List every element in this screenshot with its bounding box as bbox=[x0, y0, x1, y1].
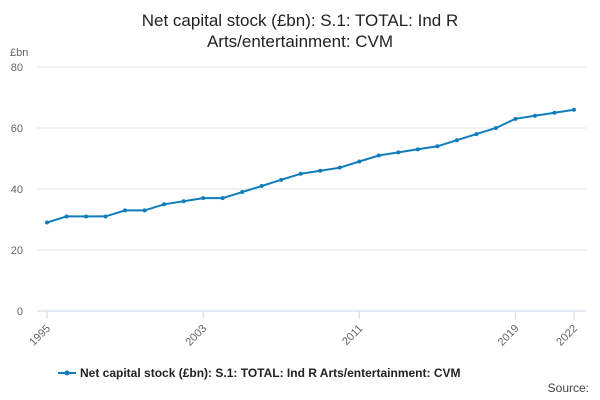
data-point[interactable] bbox=[572, 107, 576, 112]
data-point[interactable] bbox=[376, 153, 381, 158]
data-point[interactable] bbox=[435, 144, 440, 149]
legend-point-symbol bbox=[64, 370, 70, 376]
y-tick-label: 80 bbox=[11, 62, 23, 74]
series-line bbox=[46, 108, 575, 224]
data-point[interactable] bbox=[493, 126, 498, 130]
series-layer bbox=[45, 107, 576, 225]
data-point[interactable] bbox=[181, 199, 186, 204]
x-tick-label: 2003 bbox=[183, 323, 209, 349]
data-point[interactable] bbox=[279, 177, 284, 182]
data-point[interactable] bbox=[415, 147, 420, 152]
x-axis-ticks: 1995 2003 2011 2019 2022 bbox=[27, 311, 580, 348]
data-point[interactable] bbox=[259, 183, 264, 188]
data-point[interactable] bbox=[123, 208, 128, 213]
data-point[interactable] bbox=[474, 132, 479, 137]
gridlines bbox=[37, 66, 586, 251]
y-tick-label: 60 bbox=[11, 123, 23, 135]
data-point[interactable] bbox=[513, 116, 518, 121]
data-point[interactable] bbox=[532, 113, 537, 118]
source-label[interactable]: Source: bbox=[548, 381, 589, 395]
x-tick-label: 2011 bbox=[340, 323, 365, 348]
chart-title-line-2: Arts/entertainment: CVM bbox=[207, 32, 393, 51]
data-point[interactable] bbox=[64, 214, 69, 219]
data-point[interactable] bbox=[337, 165, 342, 170]
data-point[interactable] bbox=[357, 159, 362, 164]
data-point[interactable] bbox=[84, 214, 89, 219]
y-axis-ticks: 0 20 40 60 80 bbox=[11, 62, 23, 318]
data-point[interactable] bbox=[318, 168, 323, 173]
y-tick-label: 0 bbox=[17, 306, 23, 318]
data-point[interactable] bbox=[45, 220, 49, 225]
chart-title-line-1: Net capital stock (£bn): S.1: TOTAL: Ind… bbox=[142, 11, 459, 30]
y-tick-label: 40 bbox=[11, 184, 23, 196]
x-tick-label: 2022 bbox=[554, 323, 580, 349]
y-tick-label: 20 bbox=[11, 245, 23, 257]
x-tick-label: 1995 bbox=[27, 323, 53, 349]
data-point[interactable] bbox=[552, 110, 557, 115]
data-point[interactable] bbox=[103, 214, 108, 219]
x-tick-label: 2019 bbox=[496, 323, 522, 349]
legend[interactable]: Net capital stock (£bn): S.1: TOTAL: Ind… bbox=[58, 366, 460, 380]
data-point[interactable] bbox=[201, 196, 206, 201]
data-point[interactable] bbox=[162, 202, 167, 207]
legend-label: Net capital stock (£bn): S.1: TOTAL: Ind… bbox=[80, 366, 460, 380]
data-point[interactable] bbox=[454, 138, 459, 143]
data-point[interactable] bbox=[142, 208, 147, 213]
data-point[interactable] bbox=[220, 196, 225, 201]
data-point[interactable] bbox=[396, 150, 401, 155]
data-point[interactable] bbox=[240, 190, 245, 195]
y-axis-unit: £bn bbox=[10, 47, 28, 59]
data-point[interactable] bbox=[298, 171, 303, 176]
